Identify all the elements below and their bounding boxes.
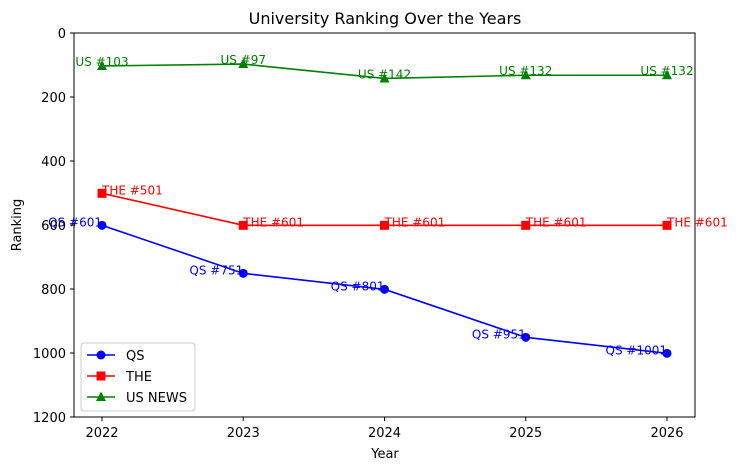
y-tick-label: 1200 (33, 411, 66, 426)
data-label: QS #1001 (606, 343, 667, 357)
series-qs: QS #601 QS #751 QS #801 QS #951 QS #1001 (48, 215, 672, 358)
data-label: THE #601 (242, 215, 304, 229)
legend: QS THE US NEWS (80, 342, 196, 412)
data-point (521, 332, 531, 342)
legend-entry: US NEWS (87, 391, 187, 406)
series-the: THE #501 THE #601 THE #601 THE #601 THE #601 (97, 183, 728, 230)
legend-label: THE (125, 370, 152, 385)
data-label: US #132 (499, 64, 552, 78)
plot-area: QS #601 QS #751 QS #801 QS #951 QS #1001 THE … (48, 53, 728, 358)
data-point (520, 69, 531, 80)
legend-box (80, 342, 196, 412)
data-point (97, 60, 107, 70)
data-point (662, 220, 672, 230)
axes: 2022 2023 2024 2025 2026 0 200 400 600 800 1000 120… (33, 27, 684, 441)
x-tick-label: 2022 (85, 426, 118, 441)
x-tick-label: 2024 (368, 426, 401, 441)
legend-label: QS (126, 349, 144, 364)
data-label: QS #801 (331, 279, 385, 293)
y-tick-label: 800 (41, 283, 66, 298)
data-point (238, 220, 248, 230)
data-label: US #142 (358, 67, 411, 81)
data-label: US #97 (220, 53, 266, 67)
data-point (97, 220, 107, 230)
data-label: THE #601 (525, 215, 587, 229)
data-point (238, 58, 249, 69)
data-label: US #132 (640, 64, 693, 78)
x-axis-title: Year (370, 447, 399, 462)
y-tick-label: 200 (41, 91, 66, 106)
data-point (662, 348, 672, 358)
data-label: THE #501 (101, 183, 163, 197)
series-us-news: US #103 US #97 US #142 US #132 US #132 (75, 53, 694, 83)
legend-marker (96, 371, 106, 381)
legend-marker (96, 350, 106, 360)
legend-marker (96, 391, 106, 401)
data-label: QS #601 (48, 215, 102, 229)
data-point (97, 188, 107, 198)
y-tick-label: 600 (41, 219, 66, 234)
data-point (379, 72, 390, 83)
data-label: QS #751 (189, 263, 243, 277)
y-tick-label: 0 (58, 27, 66, 42)
y-axis-title: Ranking (10, 199, 25, 252)
data-point (380, 220, 389, 230)
data-point (662, 69, 672, 80)
legend-entry: QS (87, 349, 144, 364)
x-tick-label: 2026 (650, 426, 683, 441)
data-point (380, 284, 389, 294)
chart-title: University Ranking Over the Years (249, 9, 522, 28)
data-label: QS #951 (472, 327, 526, 341)
legend-label: US NEWS (126, 391, 187, 406)
legend-entry: THE (87, 370, 152, 385)
data-label: US #103 (75, 55, 128, 69)
data-point (521, 220, 531, 230)
data-label: THE #601 (666, 215, 728, 229)
x-tick-label: 2025 (509, 426, 542, 441)
y-tick-label: 1000 (33, 347, 66, 362)
y-tick-label: 400 (41, 155, 66, 170)
data-label: THE #601 (384, 215, 446, 229)
data-point (238, 268, 248, 278)
x-tick-label: 2023 (227, 426, 260, 441)
